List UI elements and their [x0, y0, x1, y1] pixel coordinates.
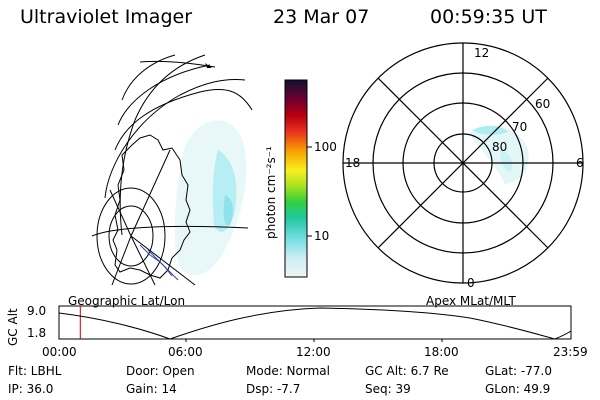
status-seq: Seq: 39 [365, 382, 411, 396]
north-marker-icon [205, 63, 212, 68]
time-tick-0000: 00:00 [42, 345, 77, 359]
altitude-tick-high: 9.0 [27, 304, 47, 318]
mlt-label-0: 0 [467, 276, 475, 290]
polar-grid [342, 42, 584, 284]
status-gc-alt: GC Alt: 6.7 Re [365, 364, 449, 378]
mlt-label-18: 18 [345, 156, 361, 170]
status-ip: IP: 36.0 [8, 382, 54, 396]
time-tick-1200: 12:00 [296, 345, 331, 359]
altitude-axis-label: GC Alt [6, 308, 20, 346]
altitude-frame [58, 305, 572, 340]
time-tick-0600: 06:00 [168, 345, 203, 359]
colorbar-tick-10: 10 [314, 229, 330, 243]
status-flt: Flt: LBHL [8, 364, 62, 378]
apex-caption: Apex MLat/MLT [426, 294, 516, 308]
lat-lon-grid [91, 54, 253, 286]
mlat-label-70: 70 [512, 120, 528, 134]
status-glon: GLon: 49.9 [485, 382, 551, 396]
colorbar-scale [284, 79, 308, 278]
time-tick-2359: 23:59 [553, 345, 588, 359]
date-label: 23 Mar 07 [273, 6, 370, 28]
mlat-label-60: 60 [535, 97, 551, 111]
status-glat: GLat: -77.0 [485, 364, 552, 378]
altitude-tick-low: 1.8 [27, 326, 47, 340]
colorbar-tick-100: 100 [314, 140, 337, 154]
altitude-curve [58, 307, 572, 340]
time-label: 00:59:35 UT [430, 6, 547, 28]
mlt-label-6: 6 [576, 156, 584, 170]
mlat-label-80: 80 [492, 140, 508, 154]
app-title: Ultraviolet Imager [20, 6, 193, 28]
auroral-emission-geographic [174, 120, 247, 276]
antarctica-coastline [112, 134, 191, 279]
mlt-label-12: 12 [474, 46, 490, 60]
status-gain: Gain: 14 [126, 382, 177, 396]
south-america-coast [139, 244, 179, 281]
status-dsp: Dsp: -7.7 [246, 382, 301, 396]
geographic-caption: Geographic Lat/Lon [68, 294, 186, 308]
status-mode: Mode: Normal [246, 364, 330, 378]
time-tick-1800: 18:00 [424, 345, 459, 359]
status-door: Door: Open [126, 364, 195, 378]
